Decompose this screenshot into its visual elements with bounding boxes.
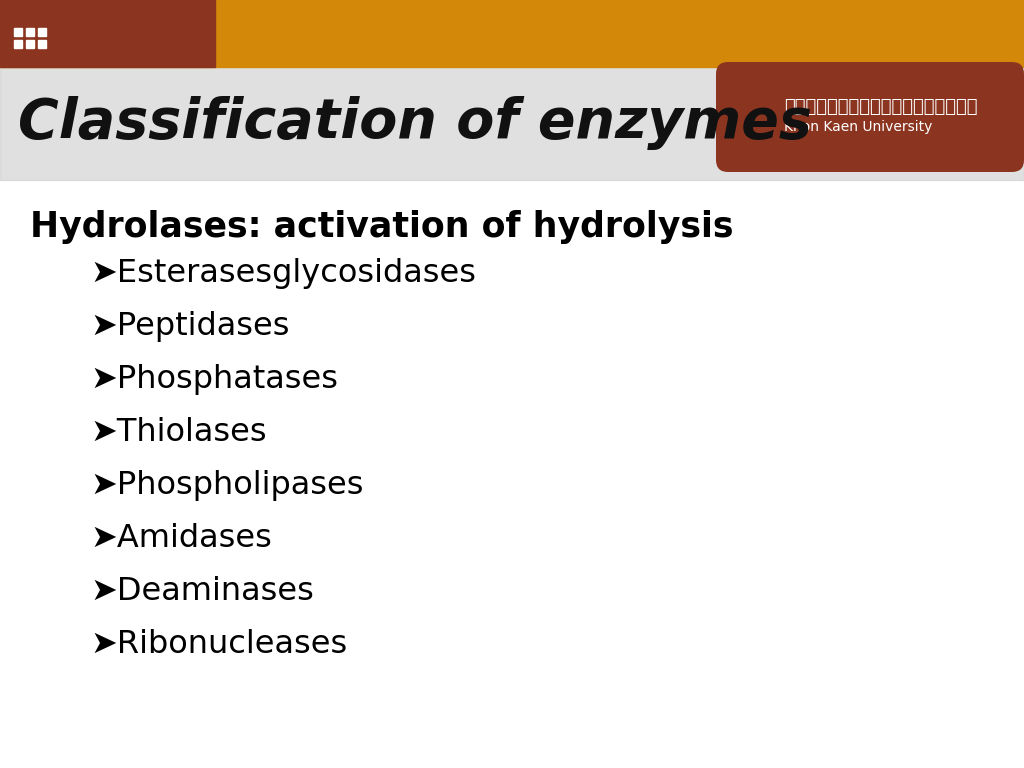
- Text: ➤Ribonucleases: ➤Ribonucleases: [90, 629, 347, 660]
- Text: มหาวิทยาลัยขอนแก่น: มหาวิทยาลัยขอนแก่น: [784, 98, 978, 116]
- Text: Hydrolases: activation of hydrolysis: Hydrolases: activation of hydrolysis: [30, 210, 733, 244]
- Bar: [0, 0, 1024, 67]
- Bar: [38, 28, 46, 35]
- Text: ➤Phosphatases: ➤Phosphatases: [90, 364, 338, 395]
- Bar: [0, 0, 215, 67]
- Text: ➤Thiolases: ➤Thiolases: [90, 417, 266, 448]
- Text: ➤Phospholipases: ➤Phospholipases: [90, 470, 364, 501]
- Bar: [14, 28, 22, 35]
- Bar: [38, 39, 46, 48]
- Bar: [26, 28, 34, 35]
- Text: ➤Deaminases: ➤Deaminases: [90, 576, 314, 607]
- Bar: [26, 39, 34, 48]
- FancyBboxPatch shape: [716, 62, 1024, 172]
- Text: Khon Kaen University: Khon Kaen University: [784, 120, 933, 134]
- Text: ➤Amidases: ➤Amidases: [90, 523, 272, 554]
- Text: Classification of enzymes: Classification of enzymes: [18, 97, 812, 151]
- Bar: [0, 67, 1024, 180]
- Text: ➤Peptidases: ➤Peptidases: [90, 311, 290, 342]
- Bar: [14, 39, 22, 48]
- Text: ➤Esterasesglycosidases: ➤Esterasesglycosidases: [90, 258, 476, 289]
